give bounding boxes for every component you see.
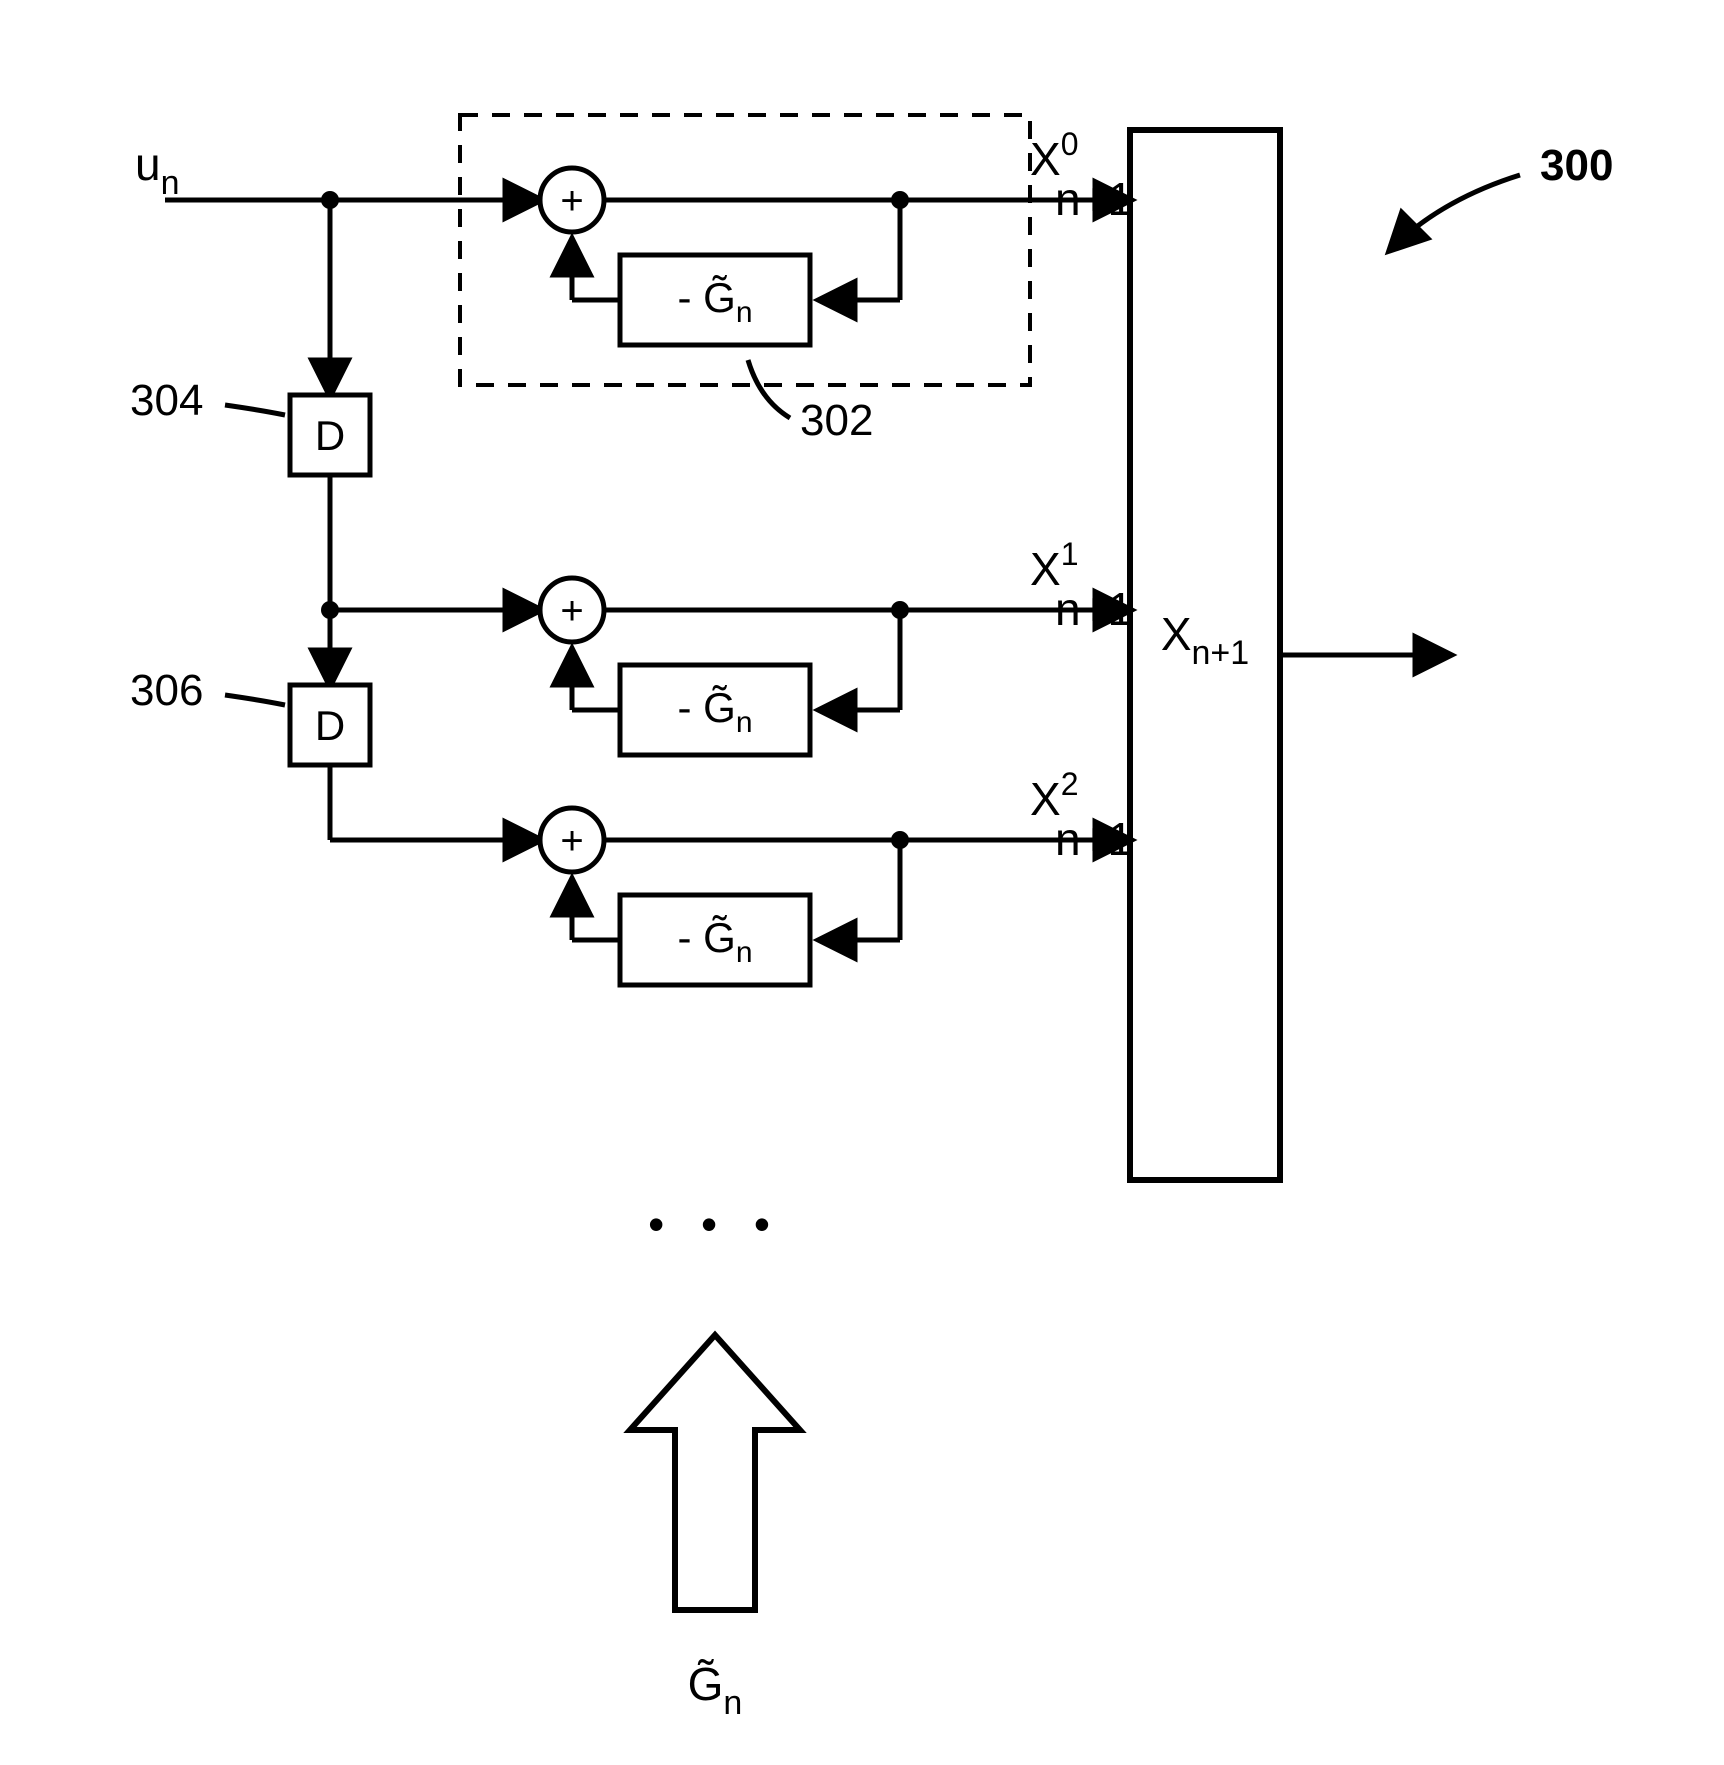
x2-sub: n+1 <box>1055 813 1133 865</box>
delay-label: D <box>315 702 345 749</box>
leader-line <box>748 360 790 418</box>
block-diagram: + - G̃n D D + - G̃n + - <box>0 0 1724 1765</box>
ref-306: 306 <box>130 666 203 715</box>
leader-line <box>225 695 285 705</box>
plus-icon: + <box>560 589 583 633</box>
big-up-arrow-icon <box>630 1335 800 1610</box>
ellipsis: • • • <box>648 1198 782 1250</box>
plus-icon: + <box>560 819 583 863</box>
delay-label: D <box>315 412 345 459</box>
ref-300: 300 <box>1540 141 1613 190</box>
ref-304: 304 <box>130 376 203 425</box>
plus-icon: + <box>560 179 583 223</box>
g-tilde-label: G̃n <box>688 1658 743 1722</box>
x0-sub: n+1 <box>1055 173 1133 225</box>
x1-sub: n+1 <box>1055 583 1133 635</box>
ref-302: 302 <box>800 396 873 445</box>
collector-label: Xn+1 <box>1161 608 1249 672</box>
leader-line <box>225 405 285 415</box>
input-label: un <box>135 138 180 202</box>
leader-line <box>1390 175 1520 250</box>
